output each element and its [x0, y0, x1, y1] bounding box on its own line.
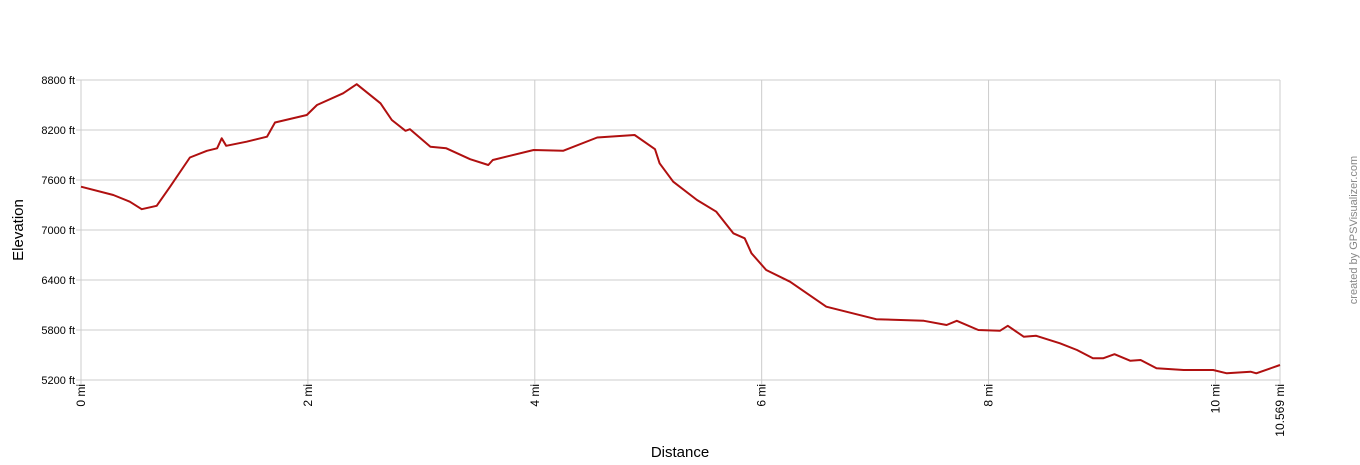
x-tick-label: 10.569 mi — [1273, 384, 1287, 437]
x-axis-label: Distance — [651, 444, 709, 460]
credit-text: created by GPSVisualizer.com — [1348, 156, 1360, 304]
elevation-line — [80, 83, 1281, 375]
x-tick-label: 2 mi — [301, 384, 315, 407]
y-axis-label: Elevation — [10, 199, 27, 261]
y-axis: 8800 ft 8200 ft 7600 ft 7000 ft 6400 ft 5800 … — [41, 75, 81, 387]
grid — [80, 79, 1281, 384]
x-tick-label: 10 mi — [1208, 384, 1222, 413]
y-tick-label: 8200 ft — [41, 125, 75, 137]
y-tick-label: 6400 ft — [41, 275, 75, 287]
x-tick-label: 0 mi — [74, 384, 88, 407]
x-tick-label: 8 mi — [982, 384, 996, 407]
y-tick-label: 5200 ft — [41, 375, 75, 387]
series — [80, 83, 1281, 375]
y-tick-label: 8800 ft — [41, 75, 75, 87]
x-tick-label: 4 mi — [528, 384, 542, 407]
y-tick-label: 7000 ft — [41, 225, 75, 237]
x-tick-label: 6 mi — [755, 384, 769, 407]
y-tick-label: 7600 ft — [41, 175, 75, 187]
x-axis: 0 mi 2 mi 4 mi 6 mi 8 mi 10 mi 10.569 mi — [74, 384, 1287, 437]
y-tick-label: 5800 ft — [41, 325, 75, 337]
